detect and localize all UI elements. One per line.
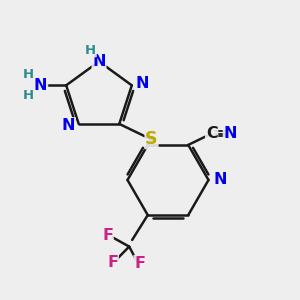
Text: S: S [145, 130, 158, 148]
Text: N: N [34, 78, 47, 93]
Text: N: N [214, 172, 227, 188]
Text: F: F [102, 228, 113, 243]
Text: N: N [61, 118, 75, 133]
Text: N: N [92, 54, 106, 69]
Text: H: H [22, 68, 34, 81]
Text: H: H [85, 44, 96, 57]
Text: C: C [206, 126, 218, 141]
Text: F: F [107, 255, 118, 270]
Text: N: N [224, 126, 237, 141]
Text: H: H [22, 89, 34, 102]
Text: F: F [134, 256, 145, 271]
Text: N: N [135, 76, 149, 91]
